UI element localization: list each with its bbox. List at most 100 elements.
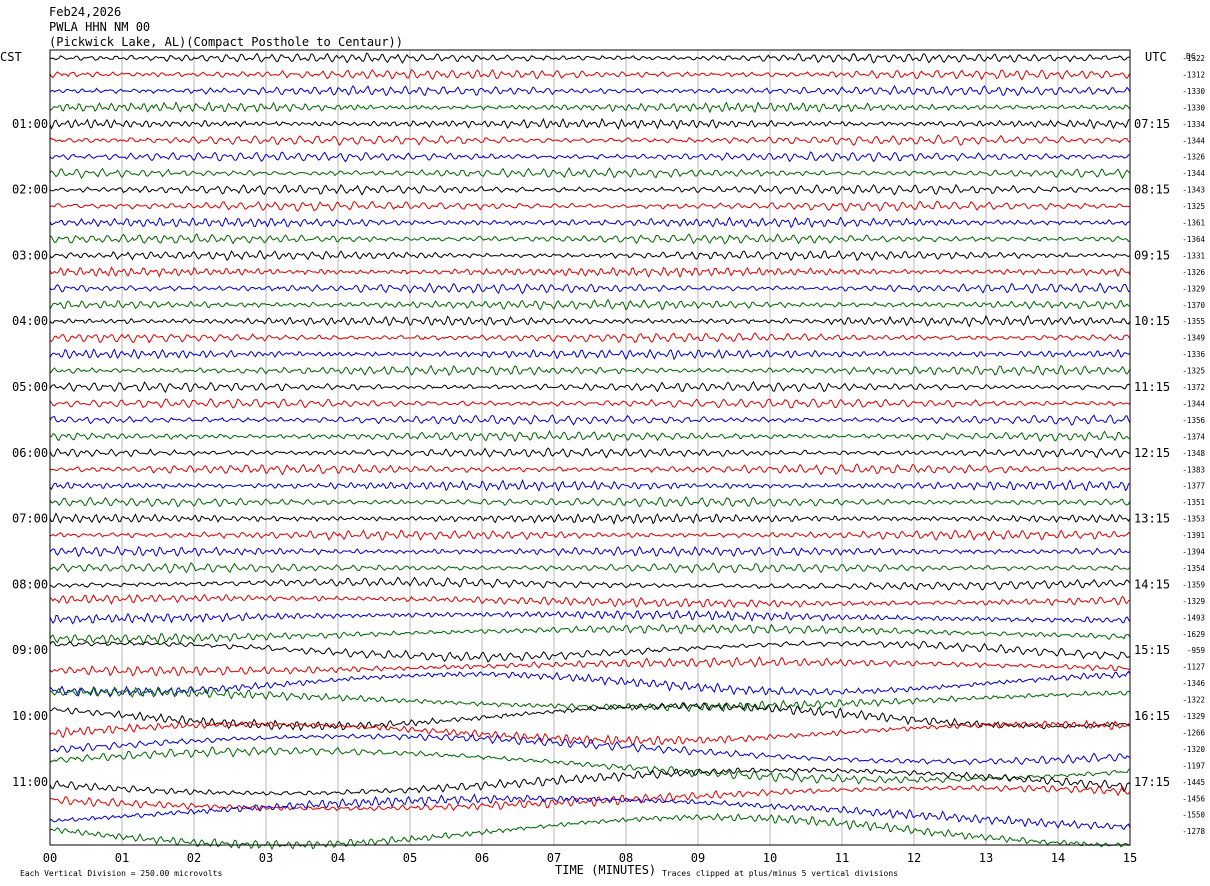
right-hour-label: 16:15 [1134, 709, 1170, 723]
footer-clip-note: Traces clipped at plus/minus 5 vertical … [662, 869, 898, 878]
plot-frame [49, 49, 1131, 846]
trace-line [49, 609, 1131, 625]
dc-offset-label: -1364 [1182, 235, 1205, 244]
trace-line [49, 167, 1131, 180]
trace-line [49, 562, 1131, 574]
dc-offset-label: -1354 [1182, 564, 1205, 573]
trace-line [49, 733, 1131, 766]
trace-line [49, 686, 1131, 713]
right-timezone-label: UTC [1145, 50, 1167, 64]
trace-line [49, 793, 1131, 831]
trace-line [49, 266, 1131, 279]
right-hour-label: 09:15 [1134, 248, 1170, 262]
right-hour-label: 07:15 [1134, 117, 1170, 131]
dc-offset-label: -1348 [1182, 449, 1205, 458]
trace-line [49, 594, 1131, 609]
trace-line [49, 447, 1131, 459]
dc-offset-label: -1343 [1182, 186, 1205, 195]
right-hour-label: 14:15 [1134, 577, 1170, 591]
left-hour-label: 03:00 [12, 248, 48, 262]
dc-offset-label: -1278 [1182, 827, 1205, 836]
trace-line [49, 701, 1131, 731]
dc-offset-label: -1629 [1182, 630, 1205, 639]
dc-offset-label: -1355 [1182, 317, 1205, 326]
left-timezone-label: CST [0, 50, 22, 64]
x-tick-label: 01 [115, 851, 129, 865]
dc-offset-label: -1344 [1182, 399, 1205, 408]
dc-offset-label: -1329 [1182, 284, 1205, 293]
dc-offset-label: -1351 [1182, 498, 1205, 507]
trace-line [49, 282, 1131, 295]
trace-line [49, 545, 1131, 558]
trace-line [49, 478, 1131, 492]
trace-line [49, 332, 1131, 344]
x-tick-label: 06 [475, 851, 489, 865]
dc-offset-label: -1361 [1182, 219, 1205, 228]
trace-line [49, 249, 1131, 262]
trace-line [49, 380, 1131, 394]
dc-offset-label: -1374 [1182, 432, 1205, 441]
trace-line [49, 216, 1131, 229]
dc-offset-label: -1359 [1182, 580, 1205, 589]
dc-offset-label: -1197 [1182, 761, 1205, 770]
x-axis-tick-labels: 00 01 02 03 04 05 06 07 08 09 10 11 12 13 14 15 [43, 851, 1137, 865]
trace-line [49, 134, 1131, 147]
left-hour-label: 11:00 [12, 775, 48, 789]
trace-line [49, 512, 1131, 526]
x-tick-label: 13 [979, 851, 993, 865]
left-hour-label: 09:00 [12, 643, 48, 657]
dc-offset-label: -1330 [1182, 87, 1205, 96]
footer-scale-note: Each Vertical Division = 250.00 microvol… [20, 869, 222, 878]
dc-offset-label: -1344 [1182, 136, 1205, 145]
x-tick-label: 04 [331, 851, 345, 865]
dc-offset-label: -1320 [1182, 745, 1205, 754]
x-tick-label: 14 [1051, 851, 1065, 865]
x-axis-title: TIME (MINUTES) [555, 863, 656, 877]
x-tick-label: 08 [619, 851, 633, 865]
trace-line [49, 656, 1131, 677]
trace-line [49, 314, 1131, 328]
left-hour-label: 07:00 [12, 512, 48, 526]
x-tick-label: 03 [259, 851, 273, 865]
dc-offset-label: -1493 [1182, 613, 1205, 622]
trace-line [49, 200, 1131, 212]
trace-line [49, 463, 1131, 476]
dc-offset-label: -1370 [1182, 301, 1205, 310]
dc-offset-label: -1391 [1182, 531, 1205, 540]
left-hour-label: 04:00 [12, 314, 48, 328]
dc-offset-label: -1326 [1182, 268, 1205, 277]
seismic-traces [49, 52, 1131, 851]
dc-offset-label: -1336 [1182, 350, 1205, 359]
left-hour-label: 06:00 [12, 446, 48, 460]
x-tick-label: 15 [1123, 851, 1137, 865]
trace-line [49, 117, 1131, 130]
dc-offset-label: -1322 [1182, 696, 1205, 705]
dc-offset-label: -1349 [1182, 334, 1205, 343]
dc-offset-label: -1445 [1182, 778, 1205, 787]
left-hour-label: 10:00 [12, 709, 48, 723]
x-tick-label: 05 [403, 851, 417, 865]
dc-offset-label: -1456 [1182, 794, 1205, 803]
trace-line [49, 52, 1130, 64]
x-tick-label: 10 [763, 851, 777, 865]
left-hour-labels: 01:00 02:00 03:00 04:00 05:00 06:00 07:00 08:00… [12, 117, 48, 789]
dc-offset-header: DC [1186, 52, 1196, 61]
trace-line [49, 767, 1131, 796]
dc-offset-label: -1353 [1182, 515, 1205, 524]
trace-line [49, 398, 1131, 409]
dc-offset-label: -1344 [1182, 169, 1205, 178]
trace-line [49, 576, 1131, 591]
right-hour-label: 11:15 [1134, 380, 1170, 394]
trace-line [49, 84, 1131, 97]
trace-line [49, 640, 1131, 663]
dc-offset-label: -1266 [1182, 728, 1205, 737]
left-hour-label: 05:00 [12, 380, 48, 394]
x-tick-label: 12 [907, 851, 921, 865]
dc-offset-label: -1346 [1182, 679, 1205, 688]
dc-offset-label: -1377 [1182, 482, 1205, 491]
trace-line [49, 496, 1131, 508]
trace-line [49, 414, 1131, 426]
trace-line [49, 183, 1131, 196]
left-hour-label: 02:00 [12, 183, 48, 197]
